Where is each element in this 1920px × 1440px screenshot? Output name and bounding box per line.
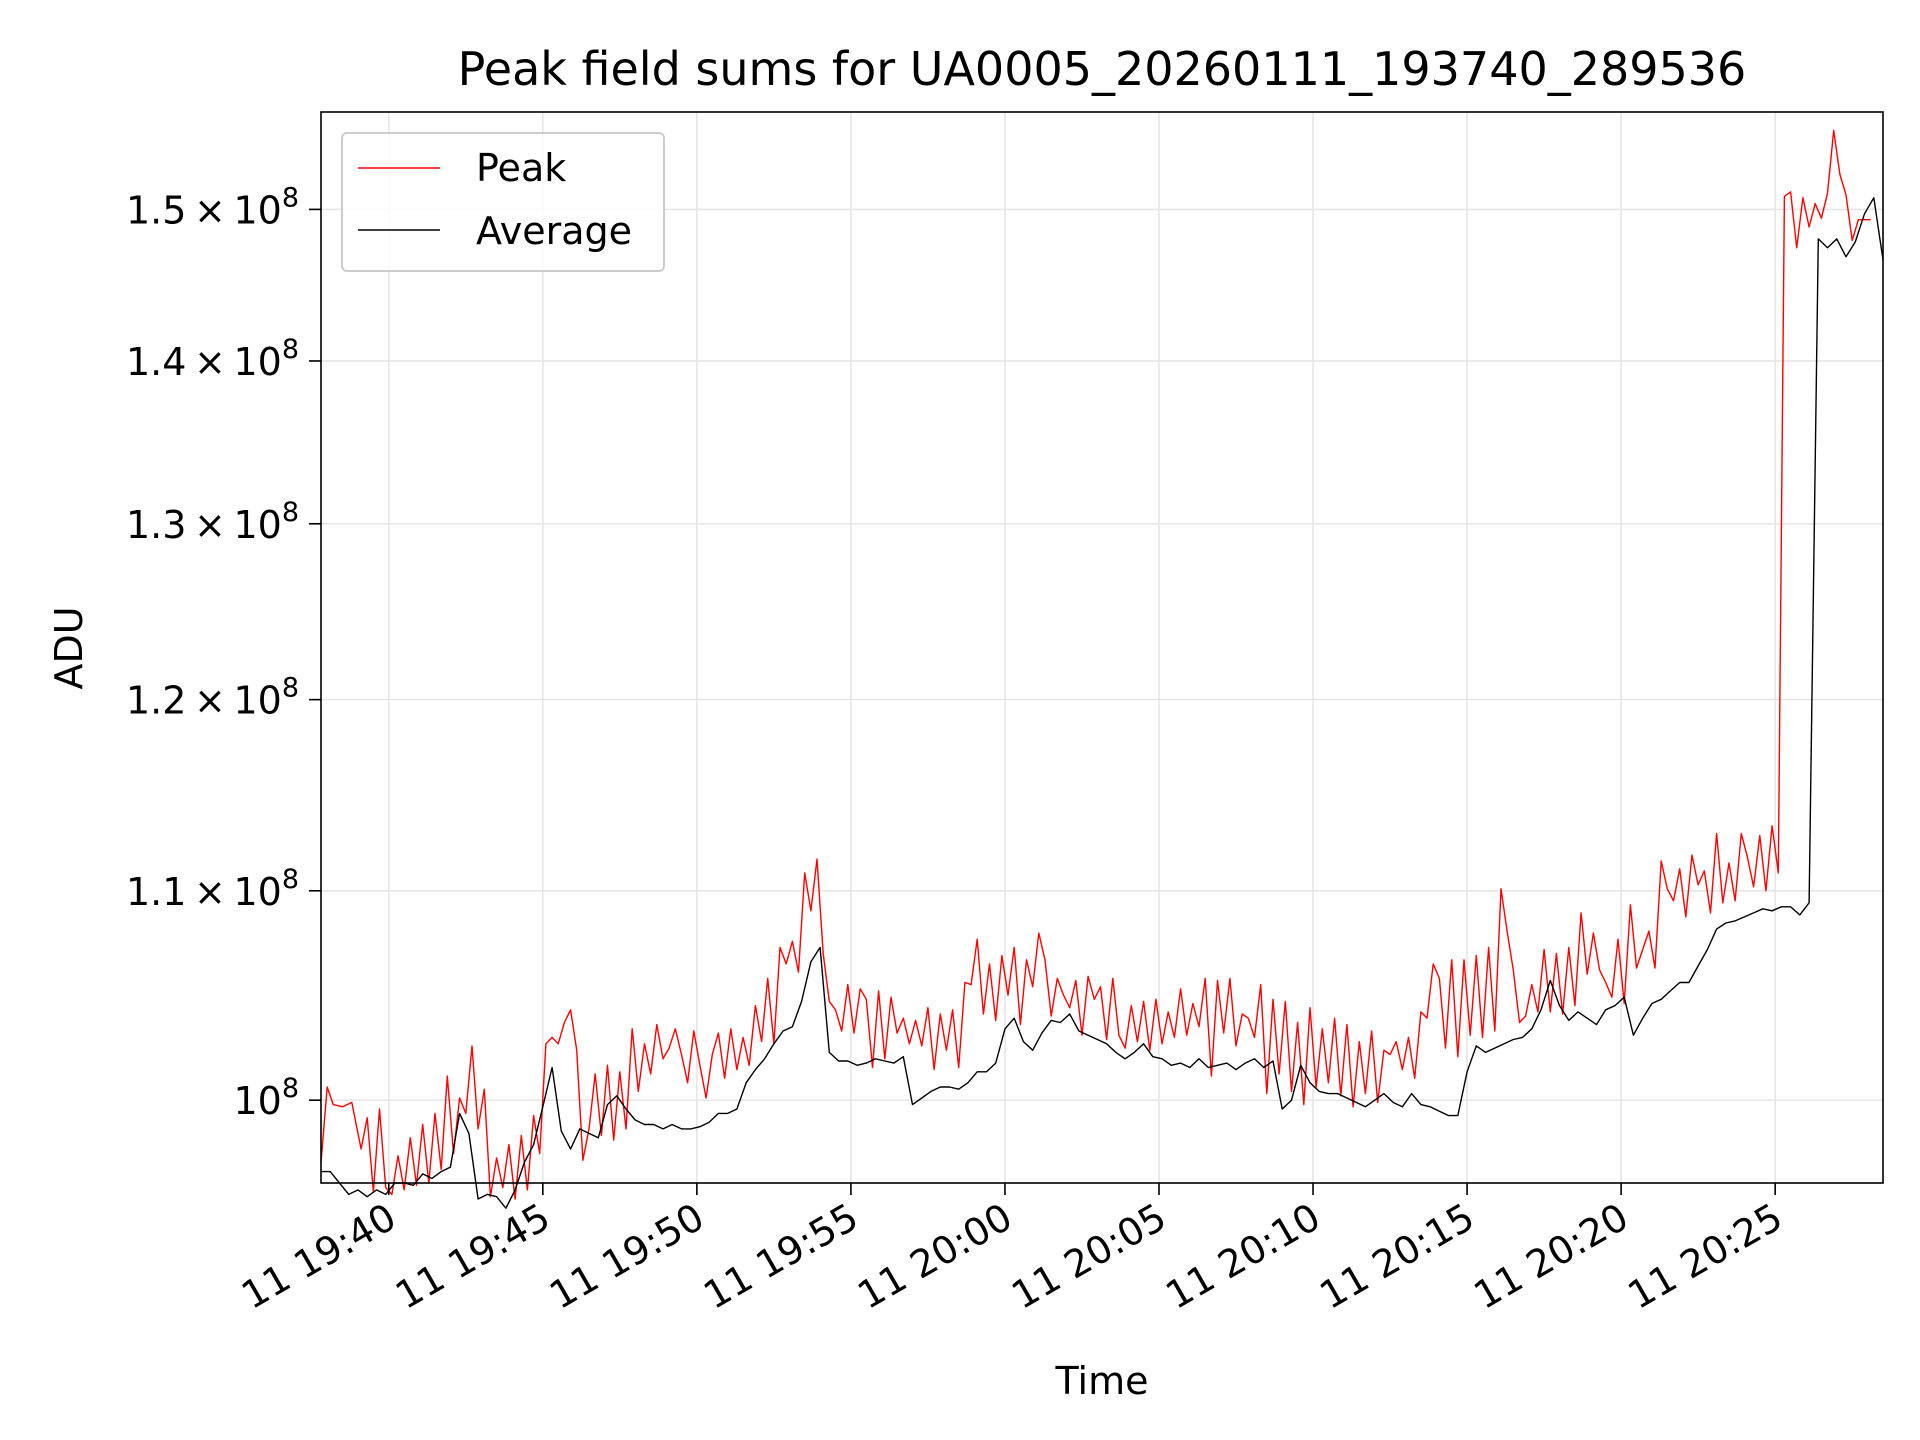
y-tick-label: 1.1 × 108	[126, 864, 299, 914]
plot-frame	[320, 111, 1884, 1184]
legend: Peak Average	[341, 132, 665, 272]
y-tick-label: 1.5 × 108	[126, 182, 299, 232]
y-tick-label: 1.3 × 108	[126, 497, 299, 547]
series-line-average	[321, 196, 1884, 1209]
series-line-peak	[320, 129, 1871, 1200]
y-tick-label: 108	[233, 1073, 299, 1123]
x-axis-label: Time	[1055, 1359, 1149, 1403]
chart-title: Peak field sums for UA0005_20260111_1937…	[458, 42, 1747, 96]
y-axis: 108 1.1 × 108 1.2 × 108 1.3 × 108 1.4 × 108 1…	[126, 182, 321, 1123]
y-tick-label: 1.4 × 108	[126, 334, 299, 384]
y-axis-label: ADU	[47, 606, 91, 689]
series-layer	[320, 129, 1884, 1209]
legend-label-average: Average	[476, 209, 632, 253]
y-tick-label: 1.2 × 108	[126, 673, 299, 723]
legend-label-peak: Peak	[476, 146, 566, 190]
